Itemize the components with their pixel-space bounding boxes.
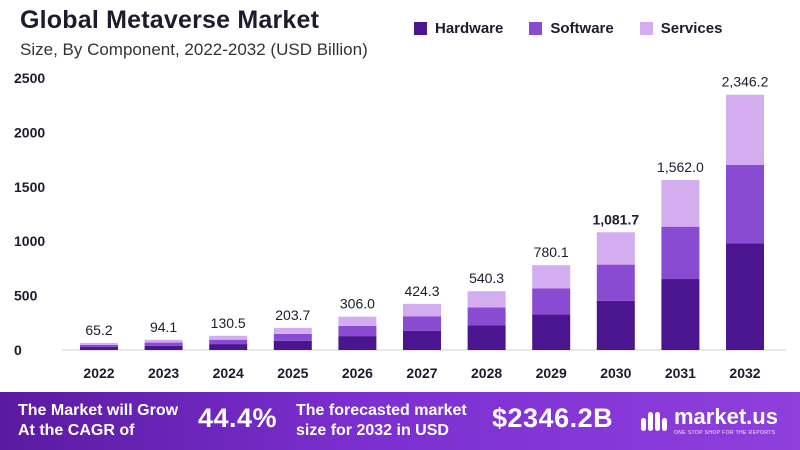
legend-label-services: Services: [660, 20, 723, 37]
bar-segment-services-2026: [338, 316, 377, 326]
bar-total-label: 65.2: [85, 322, 112, 338]
bar-total-label: 130.5: [211, 315, 246, 331]
bar-segment-hardware-2032: [726, 243, 764, 350]
brand-tagline: ONE STOP SHOP FOR THE REPORTS: [674, 430, 776, 436]
bar-total-label: 94.1: [150, 319, 177, 335]
legend-label-software: Software: [550, 20, 614, 37]
x-tick-label: 2027: [406, 365, 437, 381]
x-tick-label: 2032: [729, 365, 760, 381]
legend-item-hardware: Hardware: [414, 20, 503, 37]
bar-segment-hardware-2027: [403, 330, 441, 350]
chart-legend: Hardware Software Services: [414, 20, 748, 37]
bar-segment-hardware-2026: [338, 336, 377, 350]
bar-total-label: 203.7: [275, 307, 310, 323]
y-tick-label: 500: [14, 288, 38, 304]
bar-segment-software-2023: [144, 342, 183, 346]
bar-segment-software-2030: [596, 264, 635, 301]
bar-segment-services-2030: [596, 232, 635, 265]
brand-logo[interactable]: market.us ONE STOP SHOP FOR THE REPORTS: [640, 406, 778, 436]
bar-total-label: 1,081.7: [592, 211, 639, 227]
legend-swatch-software: [529, 22, 543, 35]
x-tick-label: 2025: [277, 365, 308, 381]
x-tick-label: 2029: [536, 365, 567, 381]
x-tick-label: 2024: [213, 365, 244, 381]
cagr-label-line-2: At the CAGR of: [18, 422, 135, 439]
legend-swatch-services: [639, 22, 653, 35]
cagr-label-line-1: The Market will Grow: [18, 402, 179, 419]
y-tick-label: 1500: [14, 179, 45, 195]
bar-segment-software-2025: [273, 333, 312, 341]
bar-segment-software-2032: [726, 164, 764, 244]
y-tick-label: 0: [14, 342, 22, 358]
bar-segment-hardware-2024: [209, 344, 248, 350]
y-tick-label: 1000: [14, 233, 45, 249]
bar-total-label: 424.3: [404, 283, 439, 299]
bar-segment-services-2031: [661, 180, 700, 227]
bar-segment-hardware-2025: [273, 340, 312, 350]
bar-segment-services-2025: [273, 327, 312, 334]
footer-banner: The Market will Grow At the CAGR of 44.4…: [0, 392, 800, 450]
bar-segment-services-2022: [80, 342, 118, 345]
x-tick-label: 2028: [471, 365, 502, 381]
bar-segment-hardware-2023: [144, 345, 183, 350]
x-tick-label: 2023: [148, 365, 179, 381]
bar-segment-software-2027: [403, 316, 441, 331]
x-tick-label: 2026: [342, 365, 373, 381]
legend-swatch-hardware: [414, 22, 427, 35]
bar-total-label: 2,346.2: [722, 74, 769, 90]
bar-segment-software-2031: [661, 226, 700, 280]
bar-segment-services-2023: [144, 339, 183, 343]
market-us-logo-icon: [641, 412, 667, 431]
bar-segment-software-2029: [532, 288, 571, 315]
x-tick-label: 2030: [600, 365, 631, 381]
bar-segment-software-2022: [80, 344, 118, 348]
x-tick-label: 2022: [83, 365, 114, 381]
legend-item-services: Services: [639, 20, 723, 37]
brand-name: market.us: [674, 404, 778, 429]
bar-segment-services-2029: [532, 265, 571, 289]
stacked-bar-chart: 0 500 1000 1500 2000 2500 65.2 2022 94.1 2023 130.…: [14, 70, 786, 381]
bar-segment-software-2024: [209, 339, 248, 345]
bar-total-label: 1,562.0: [657, 159, 704, 175]
bar-segment-software-2026: [338, 325, 377, 337]
bar-total-label: 306.0: [340, 296, 375, 312]
bar-segment-services-2032: [726, 94, 764, 165]
forecast-label-line-1: The forecasted market: [296, 402, 467, 419]
bar-segment-hardware-2022: [80, 347, 118, 350]
bar-total-label: 540.3: [469, 270, 504, 286]
bar-segment-services-2027: [403, 303, 441, 317]
y-tick-label: 2000: [14, 124, 45, 140]
y-tick-label: 2500: [14, 70, 45, 86]
bar-segment-hardware-2029: [532, 314, 571, 350]
chart-subtitle: Size, By Component, 2022-2032 (USD Billi…: [20, 40, 368, 59]
forecast-value: $2346.2B: [492, 403, 614, 433]
chart-title: Global Metaverse Market: [20, 6, 320, 34]
bar-segment-software-2028: [467, 307, 506, 326]
forecast-label-line-2: size for 2032 in USD: [296, 422, 449, 439]
x-tick-label: 2031: [665, 365, 696, 381]
legend-item-software: Software: [529, 20, 614, 37]
legend-label-hardware: Hardware: [435, 20, 504, 37]
bar-segment-hardware-2030: [596, 300, 635, 350]
cagr-value: 44.4%: [198, 403, 278, 433]
bar-segment-hardware-2031: [661, 279, 700, 350]
bar-segment-services-2024: [209, 335, 248, 340]
bar-segment-hardware-2028: [467, 325, 506, 350]
cagr-label: The Market will Grow At the CAGR of: [18, 401, 178, 441]
bar-total-label: 780.1: [534, 244, 569, 260]
bar-segment-services-2028: [467, 291, 506, 308]
forecast-label: The forecasted market size for 2032 in U…: [296, 401, 467, 441]
